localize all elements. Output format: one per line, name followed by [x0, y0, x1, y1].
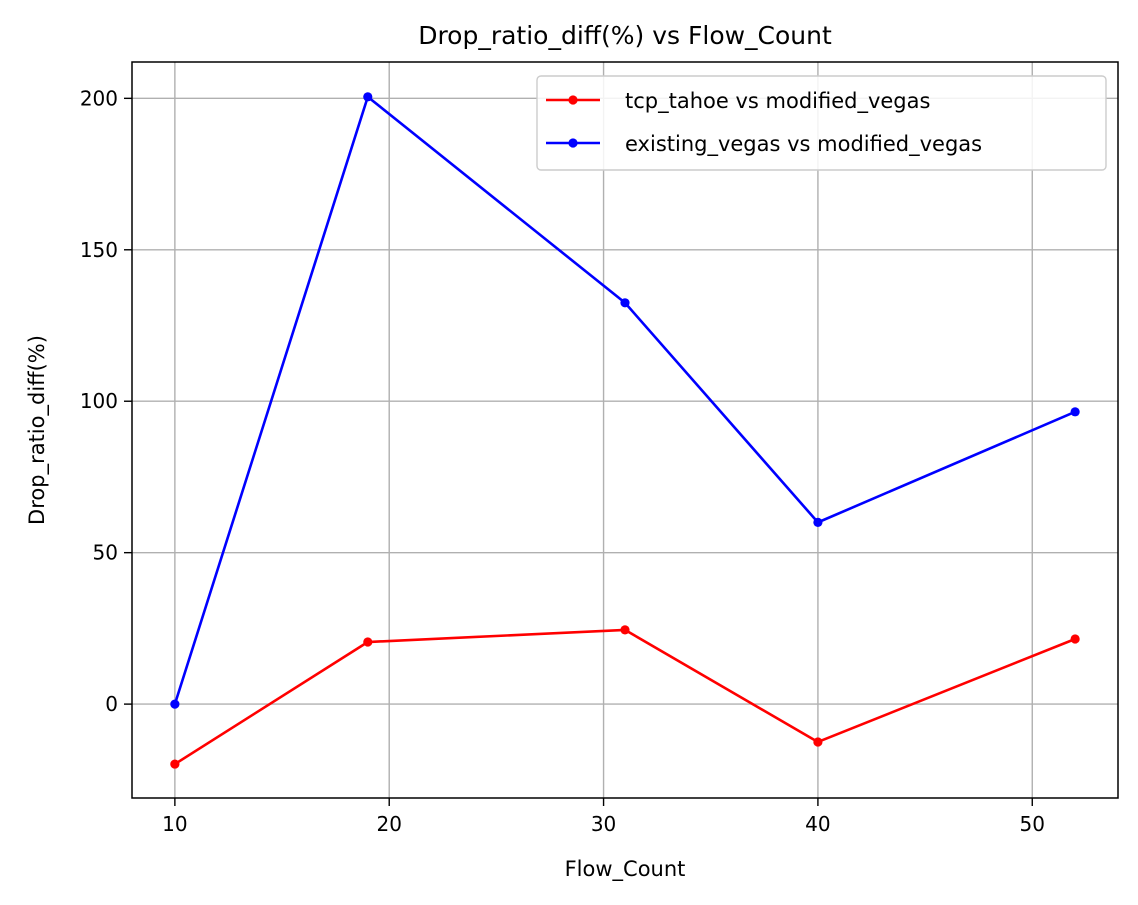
data-point [170, 759, 180, 769]
legend-label: tcp_tahoe vs modified_vegas [625, 89, 930, 114]
data-point [1070, 407, 1080, 417]
legend-label: existing_vegas vs modified_vegas [625, 132, 982, 157]
legend-marker [568, 138, 578, 148]
legend-item: tcp_tahoe vs modified_vegas [546, 89, 930, 114]
data-point [813, 517, 823, 527]
legend-item: existing_vegas vs modified_vegas [546, 132, 982, 157]
data-point [170, 699, 180, 709]
data-point [813, 737, 823, 747]
data-point [363, 637, 373, 647]
y-tick-label: 200 [80, 86, 118, 110]
data-point [363, 92, 373, 102]
x-tick-label: 20 [376, 812, 401, 836]
x-tick-label: 30 [591, 812, 616, 836]
series-1 [170, 625, 1080, 769]
legend-marker [568, 95, 578, 105]
x-tick-label: 10 [162, 812, 187, 836]
data-point [620, 625, 630, 635]
x-tick-label: 50 [1020, 812, 1045, 836]
data-point [1070, 634, 1080, 644]
legend: tcp_tahoe vs modified_vegas existing_vega… [536, 75, 1107, 171]
legend-box [536, 75, 1107, 171]
y-tick-label: 0 [105, 692, 118, 716]
y-tick-label: 150 [80, 238, 118, 262]
plot-frame [131, 61, 1119, 799]
y-tick-label: 100 [80, 389, 118, 413]
series-layer [170, 92, 1080, 769]
data-point [620, 298, 630, 308]
y-tick-label: 50 [93, 541, 118, 565]
x-tick-label: 40 [805, 812, 830, 836]
chart-title: Drop_ratio_diff(%) vs Flow_Count [418, 21, 832, 50]
axis-ticks: 10 20 30 40 50 0 50 100 150 200 [80, 86, 1045, 836]
series-2 [170, 92, 1080, 709]
y-axis-label: Drop_ratio_diff(%) [25, 335, 50, 525]
x-axis-label: Flow_Count [565, 857, 686, 882]
